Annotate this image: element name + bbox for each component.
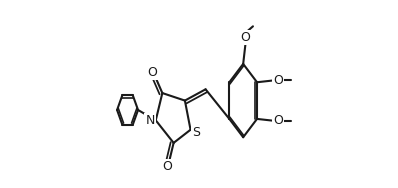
Text: O: O [162, 159, 172, 173]
Text: O: O [273, 74, 283, 87]
Text: S: S [192, 126, 200, 139]
Text: O: O [147, 65, 157, 79]
Text: O: O [240, 31, 250, 44]
Text: O: O [273, 114, 283, 127]
Text: N: N [145, 114, 155, 127]
